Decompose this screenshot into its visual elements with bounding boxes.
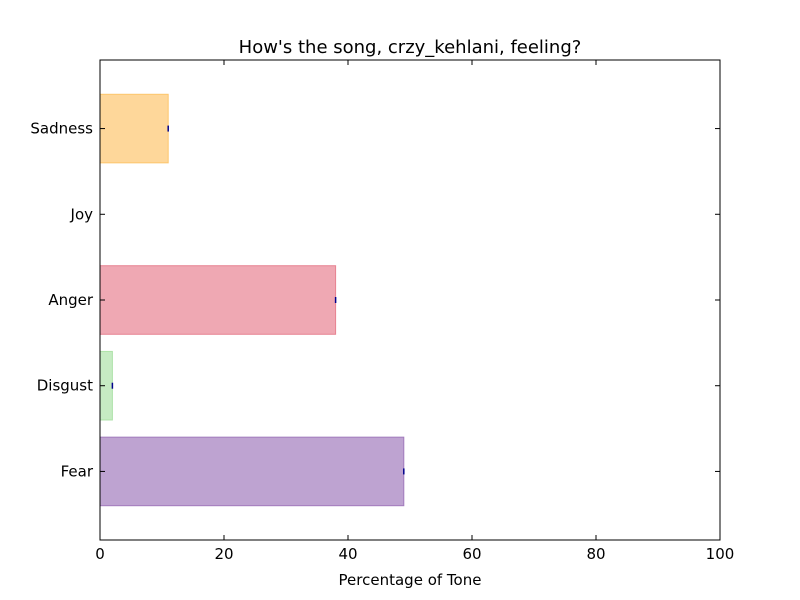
x-tick-label: 60 bbox=[462, 545, 481, 563]
error-bars-layer bbox=[111, 125, 405, 475]
chart-title: How's the song, crzy_kehlani, feeling? bbox=[239, 37, 582, 58]
y-tick-label-sadness: Sadness bbox=[30, 120, 93, 138]
x-tick-label: 40 bbox=[338, 545, 357, 563]
y-axis-ticks: Fear Disgust Anger Joy Sadness bbox=[30, 120, 720, 480]
x-axis-label: Percentage of Tone bbox=[339, 571, 482, 589]
x-tick-label: 0 bbox=[95, 545, 105, 563]
bar-sadness bbox=[99, 93, 169, 164]
y-tick-label-joy: Joy bbox=[70, 205, 94, 223]
x-tick-label: 80 bbox=[586, 545, 605, 563]
x-axis-ticks: 0 20 40 60 80 100 bbox=[95, 60, 734, 563]
x-tick-label: 100 bbox=[706, 545, 735, 563]
y-tick-label-fear: Fear bbox=[61, 462, 94, 480]
y-tick-label-disgust: Disgust bbox=[37, 377, 93, 395]
y-tick-label-anger: Anger bbox=[48, 291, 94, 309]
bar-anger bbox=[99, 265, 337, 335]
bars-layer bbox=[99, 93, 405, 507]
bar-fear bbox=[99, 436, 405, 507]
x-tick-label: 20 bbox=[214, 545, 233, 563]
